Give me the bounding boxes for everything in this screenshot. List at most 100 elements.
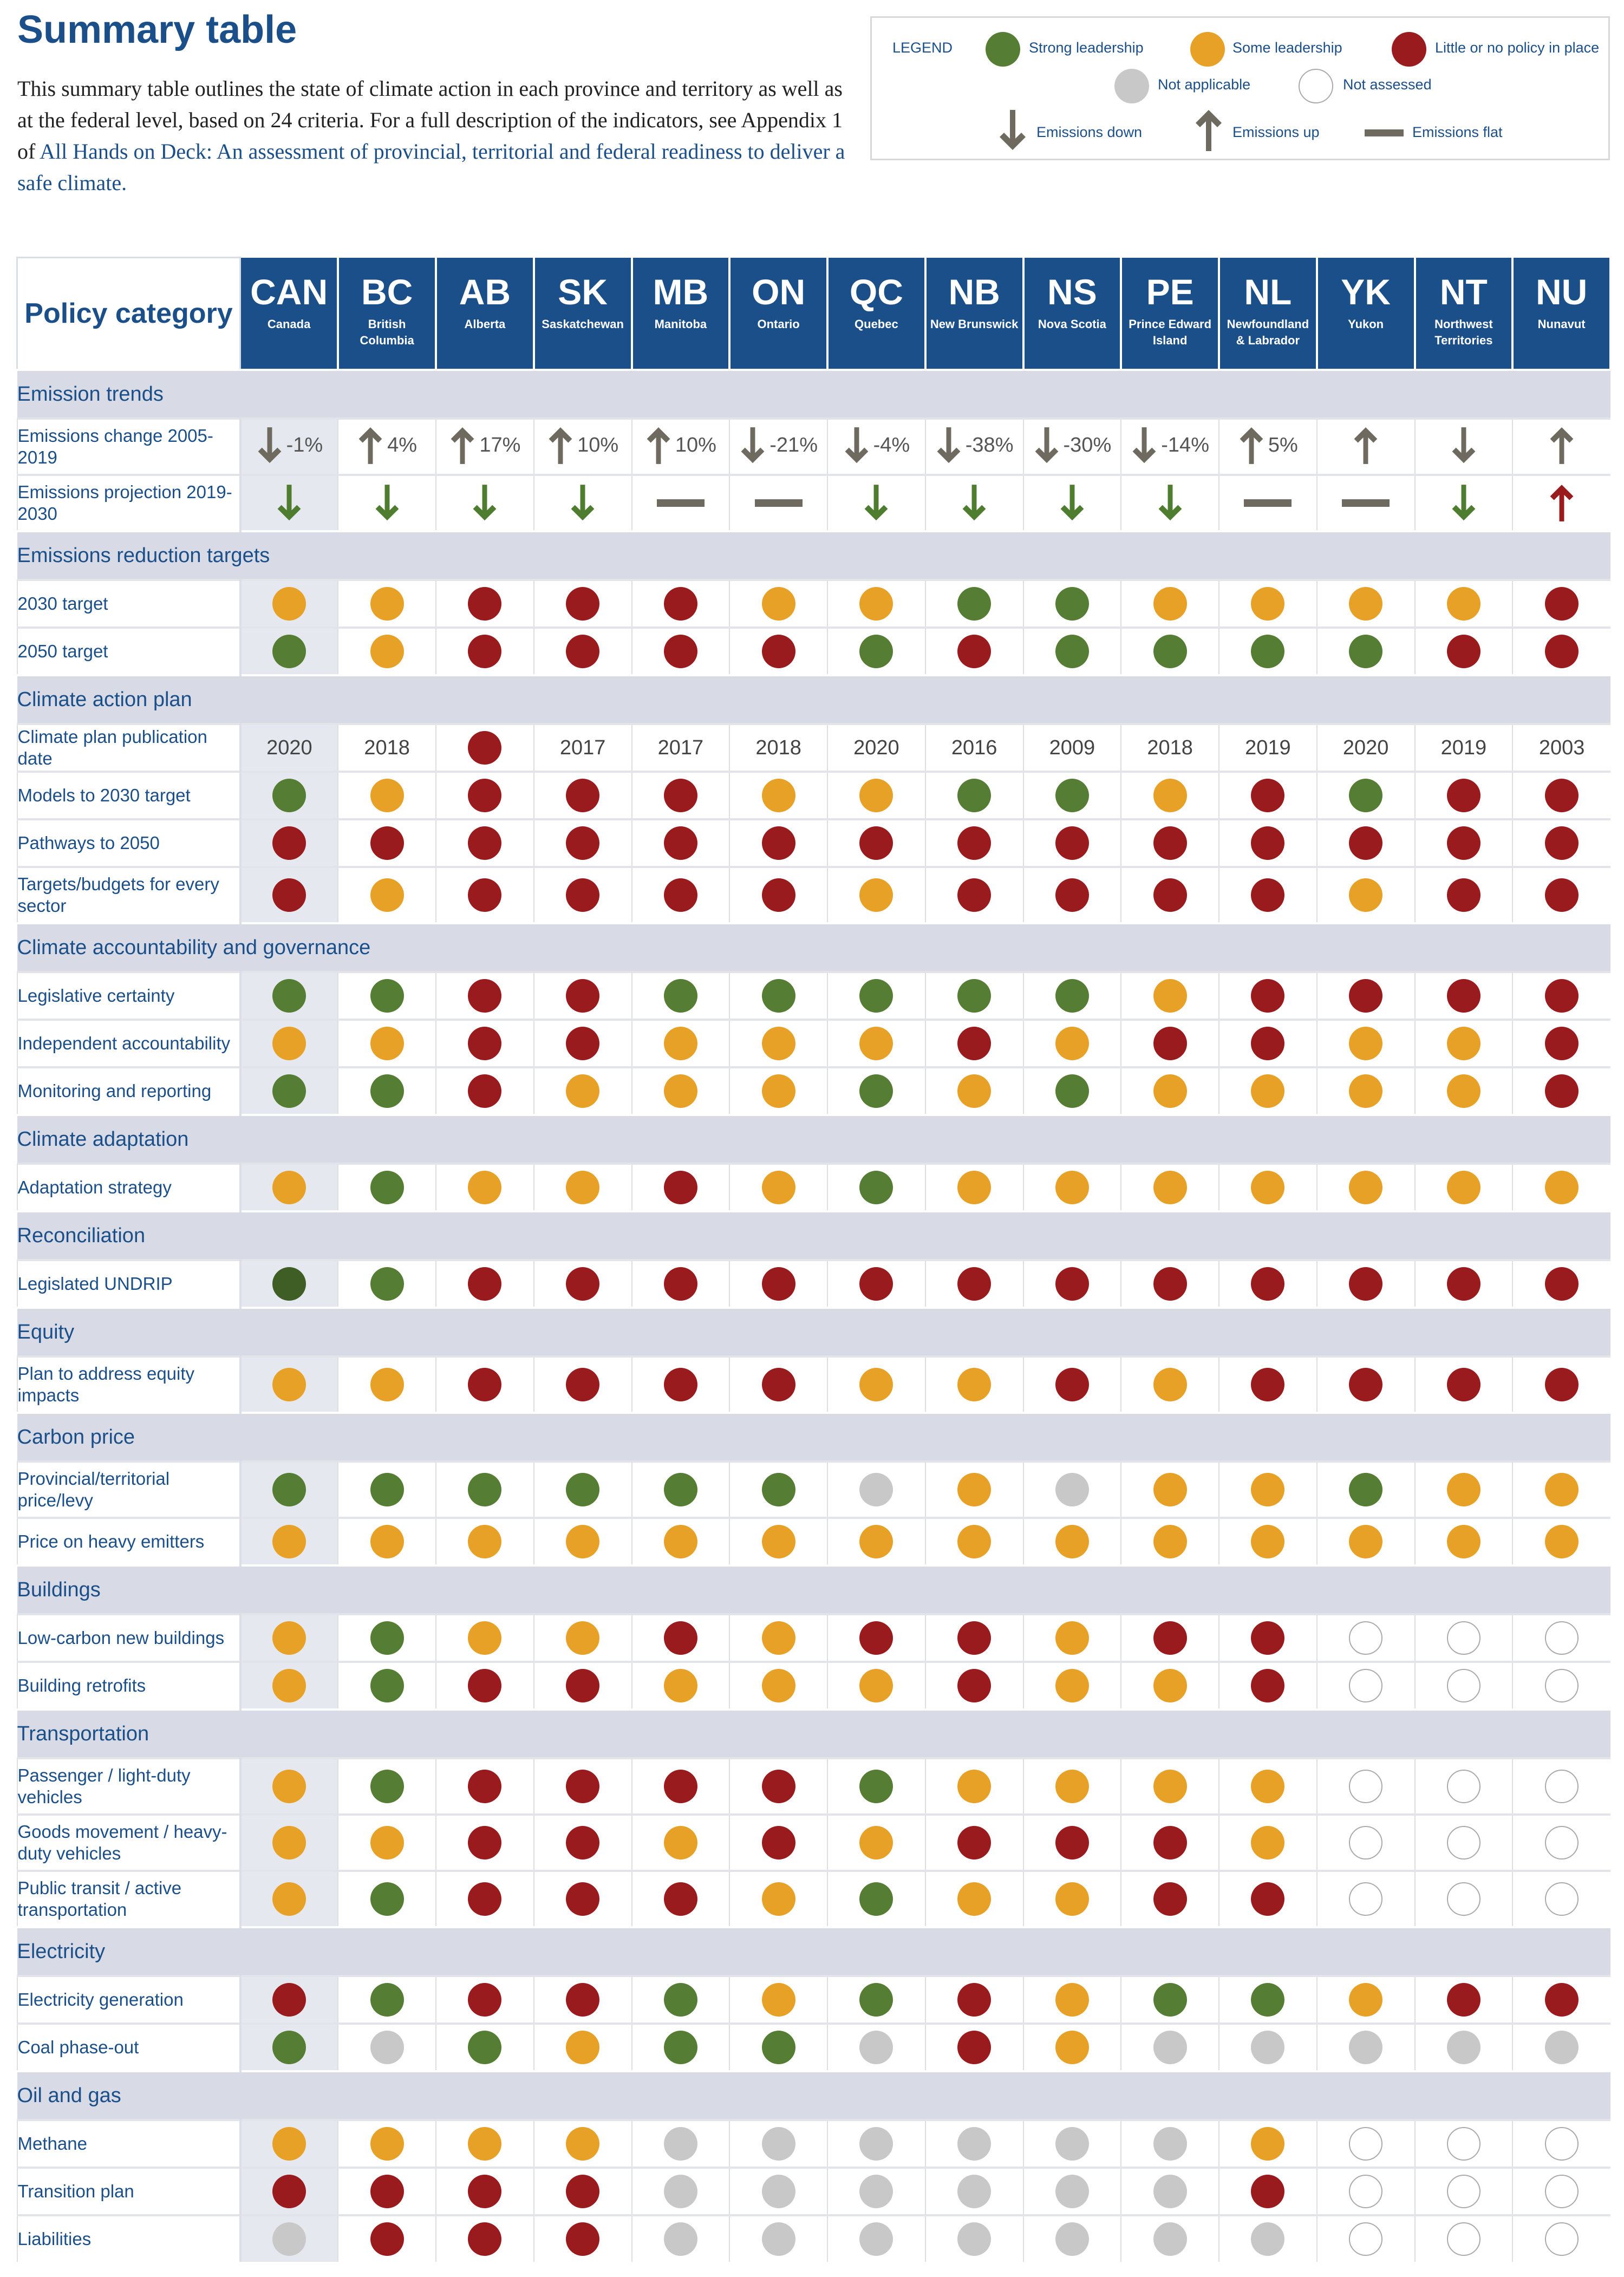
some-leadership-dot (1153, 1074, 1187, 1108)
little-policy-dot (566, 1027, 600, 1060)
legend-little-label: Little or no policy in place (1435, 40, 1600, 56)
not-applicable-swatch (1114, 69, 1149, 103)
some-leadership-dot (1446, 1473, 1480, 1506)
some-leadership-dot (1153, 587, 1187, 621)
rating-cell (533, 474, 632, 531)
strong-leadership-dot (468, 2031, 502, 2064)
rating-cell (729, 1661, 827, 1710)
rating-cell (435, 1517, 534, 1565)
rating-cell: 2019 (1414, 723, 1513, 772)
arrow-down-icon (1000, 110, 1026, 150)
rating-cell (337, 771, 436, 819)
emissions-change-value: -21% (769, 434, 818, 456)
little-policy-dot (468, 1983, 502, 2017)
jurisdiction-name: Ontario (757, 317, 800, 331)
rating-cell (729, 1613, 827, 1662)
some-leadership-dot (859, 587, 893, 621)
strong-leadership-dot (859, 1882, 893, 1916)
jurisdiction-header-on: ON Ontario (729, 257, 829, 370)
some-leadership-dot (370, 1826, 404, 1860)
row-label: Legislated UNDRIP (16, 1259, 242, 1308)
not-applicable-dot (1153, 2127, 1187, 2161)
not-assessed-dot (1446, 1621, 1480, 1655)
strong-leadership-dot (957, 979, 992, 1013)
little-policy-dot (1153, 1267, 1187, 1301)
strong-leadership-dot (859, 979, 893, 1013)
category-row: Oil and gas (17, 2070, 1610, 2120)
rating-cell: 2009 (1022, 723, 1121, 772)
category-row: Reconciliation (17, 1210, 1610, 1260)
little-policy-dot (663, 878, 697, 912)
little-policy-dot (272, 826, 306, 860)
rating-cell (827, 1517, 925, 1565)
rating-cell (1120, 866, 1219, 923)
little-policy-dot (1251, 878, 1285, 912)
rating-cell (533, 1517, 632, 1565)
rating-cell (239, 818, 338, 867)
legend-na-label: Not applicable (1158, 76, 1251, 93)
row-label: Monitoring and reporting (16, 1066, 242, 1115)
rating-cell (729, 2167, 827, 2215)
little-policy-dot (468, 979, 502, 1013)
rating-cell (533, 1259, 632, 1308)
report-link[interactable]: All Hands on Deck: An assessment of prov… (17, 139, 845, 195)
little-policy-dot (1251, 979, 1285, 1013)
rating-cell (435, 1163, 534, 1211)
legend-some-label: Some leadership (1232, 40, 1342, 56)
rating-cell (631, 1613, 730, 1662)
publication-year: 2019 (1440, 736, 1487, 759)
rating-cell (337, 1460, 436, 1518)
some-leadership-dot (1446, 587, 1480, 621)
rating-cell (631, 627, 730, 675)
category-label: Carbon price (17, 1412, 1610, 1462)
publication-year: 2018 (755, 736, 801, 759)
some-leadership-dot (957, 1368, 992, 1401)
rating-cell (239, 2022, 338, 2071)
little-policy-dot (468, 1882, 502, 1916)
category-row: Emission trends (17, 369, 1610, 419)
rating-cell (239, 1259, 338, 1308)
rating-cell (239, 1757, 338, 1815)
rating-cell (924, 2119, 1023, 2168)
rating-cell (1414, 2022, 1513, 2071)
some-leadership-dot (1055, 1669, 1089, 1702)
little-policy-dot (957, 1669, 992, 1702)
strong-leadership-swatch (986, 32, 1020, 67)
rating-cell (1414, 818, 1513, 867)
rating-cell (1120, 1355, 1219, 1413)
rating-cell (1218, 2022, 1317, 2071)
rating-cell (1120, 1163, 1219, 1211)
rating-cell: 2018 (1120, 723, 1219, 772)
rating-cell (533, 1066, 632, 1115)
jurisdiction-header-nu: NU Nunavut (1512, 257, 1612, 370)
row-label: Targets/budgets for every sector (16, 866, 242, 923)
rating-cell (827, 1355, 925, 1413)
rating-cell (1120, 2214, 1219, 2262)
little-policy-dot (566, 826, 600, 860)
emissions-trend: 17% (449, 426, 520, 466)
rating-cell (1120, 771, 1219, 819)
some-leadership-dot (1055, 1171, 1089, 1204)
not-assessed-dot (1446, 2127, 1480, 2161)
not-applicable-dot (272, 2222, 306, 2256)
rating-cell (1316, 1813, 1415, 1871)
jurisdiction-header-sk: SK Saskatchewan (533, 257, 633, 370)
rating-cell (435, 1661, 534, 1710)
rating-cell (1218, 771, 1317, 819)
jurisdiction-header-mb: MB Manitoba (631, 257, 731, 370)
rating-cell (729, 1066, 827, 1115)
rating-cell (1512, 1066, 1610, 1115)
strong-leadership-dot (663, 979, 697, 1013)
rating-cell (631, 1019, 730, 1067)
table-row: Targets/budgets for every sector (16, 866, 1610, 923)
strong-leadership-dot (468, 1473, 502, 1506)
rating-cell: 2020 (239, 723, 338, 772)
rating-cell (924, 579, 1023, 628)
row-label: Public transit / active transportation (16, 1870, 242, 1927)
rating-cell (1218, 1661, 1317, 1710)
publication-year: 2003 (1538, 736, 1585, 759)
strong-leadership-dot (370, 1669, 404, 1702)
some-leadership-dot (1153, 1171, 1187, 1204)
strong-leadership-dot (370, 1621, 404, 1655)
rating-cell: 17% (435, 417, 534, 475)
